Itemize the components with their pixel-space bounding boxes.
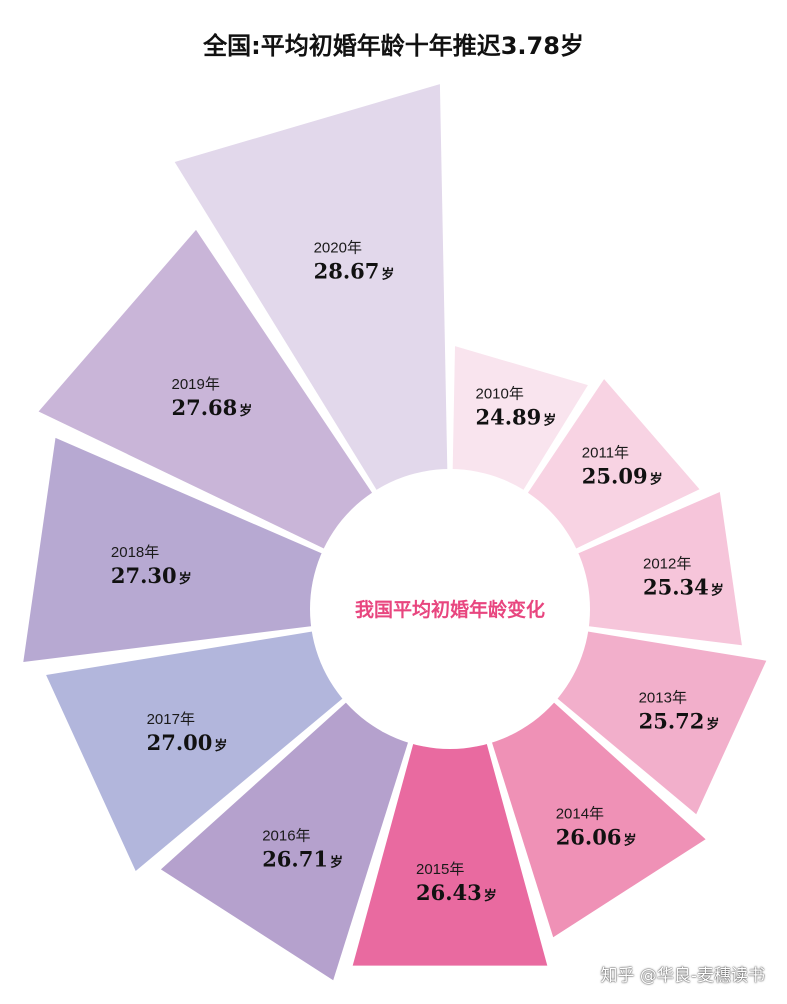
- year-label: 2011年: [582, 444, 629, 461]
- center-label: 我国平均初婚年龄变化: [355, 598, 545, 621]
- year-label: 2014年: [556, 805, 604, 822]
- sector-2017: [46, 630, 347, 871]
- sector-2012: [573, 492, 742, 646]
- year-label: 2015年: [416, 861, 464, 878]
- sector-2015: [352, 739, 548, 966]
- sector-2019: [38, 229, 375, 551]
- sector-2018: [23, 437, 327, 662]
- value-label: 27.68 岁: [172, 395, 253, 420]
- year-label: 2013年: [639, 690, 687, 707]
- year-label: 2020年: [314, 239, 362, 256]
- sector-2013: [553, 630, 767, 815]
- value-label: 25.72 岁: [639, 709, 720, 734]
- year-label: 2018年: [111, 544, 159, 561]
- year-label: 2019年: [172, 376, 220, 393]
- page-title: 全国:平均初婚年龄十年推迟3.78岁: [203, 32, 584, 60]
- center-hole: [310, 469, 590, 749]
- year-label: 2016年: [262, 827, 310, 844]
- watermark: 知乎 @华良-麦穗读书: [600, 966, 765, 986]
- year-label: 2017年: [147, 711, 195, 728]
- sector-2020: [174, 84, 448, 495]
- sector-2010: [452, 346, 588, 495]
- sector-2011: [525, 379, 700, 551]
- sector-2014: [490, 699, 706, 938]
- sector-2016: [160, 699, 410, 981]
- year-label: 2010年: [476, 385, 524, 402]
- year-label: 2012年: [643, 555, 691, 572]
